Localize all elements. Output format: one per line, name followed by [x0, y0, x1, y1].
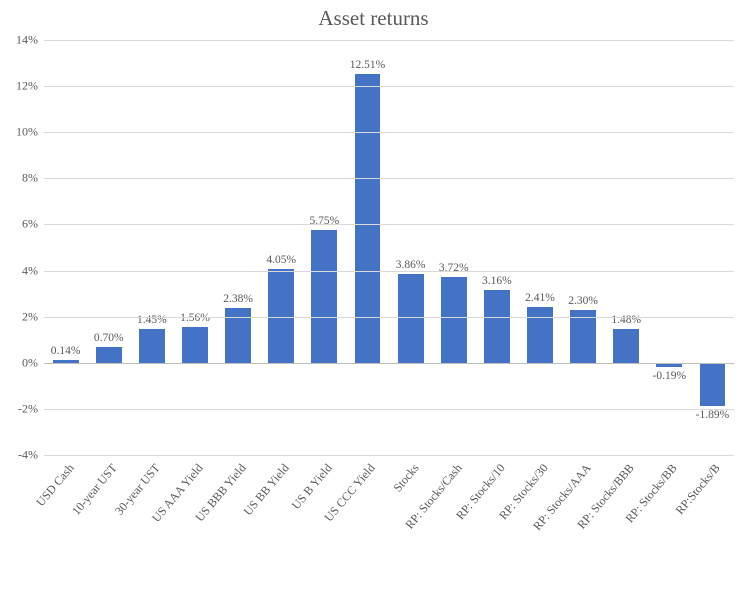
- y-tick-label: -4%: [18, 448, 38, 463]
- plot-area: 0.14%USD Cash0.70%10-year UST1.45%30-yea…: [44, 40, 734, 455]
- value-label: 2.30%: [568, 295, 598, 307]
- bar: [570, 310, 596, 363]
- value-label: 1.48%: [611, 314, 641, 326]
- y-tick-label: 12%: [16, 79, 38, 94]
- bar-slot: 1.45%30-year UST: [130, 40, 173, 455]
- bar: [441, 277, 467, 363]
- value-label: 4.05%: [266, 254, 296, 266]
- bar: [700, 363, 726, 407]
- y-tick-label: 2%: [22, 309, 38, 324]
- bar: [613, 329, 639, 363]
- bar-slot: 0.70%10-year UST: [87, 40, 130, 455]
- gridline: [44, 224, 734, 225]
- value-label: 3.72%: [439, 262, 469, 274]
- bar: [311, 230, 337, 363]
- bar-slot: 12.51%US CCC Yield: [346, 40, 389, 455]
- value-label: 0.70%: [94, 332, 124, 344]
- value-label: -1.89%: [696, 409, 730, 421]
- gridline: [44, 317, 734, 318]
- gridline: [44, 271, 734, 272]
- bar-slot: 3.86%Stocks: [389, 40, 432, 455]
- bar-slot: 0.14%USD Cash: [44, 40, 87, 455]
- y-tick-label: 0%: [22, 355, 38, 370]
- bar: [355, 74, 381, 362]
- gridline: [44, 409, 734, 410]
- gridline: [44, 455, 734, 456]
- y-tick-label: 4%: [22, 263, 38, 278]
- gridline: [44, 132, 734, 133]
- bar-slot: 3.72%RP: Stocks/Cash: [432, 40, 475, 455]
- bar: [182, 327, 208, 363]
- bar-slot: 1.48%RP: Stocks/BBB: [605, 40, 648, 455]
- y-tick-label: 6%: [22, 217, 38, 232]
- bar-slot: 4.05%US BB Yield: [260, 40, 303, 455]
- y-tick-label: 8%: [22, 171, 38, 186]
- value-label: -0.19%: [653, 370, 687, 382]
- bar: [139, 329, 165, 362]
- bar: [96, 347, 122, 363]
- bar-slot: 5.75%US B Yield: [303, 40, 346, 455]
- y-tick-label: 14%: [16, 33, 38, 48]
- zero-line: [44, 363, 734, 364]
- asset-returns-chart: Asset returns 0.14%USD Cash0.70%10-year …: [0, 0, 747, 600]
- value-label: 12.51%: [350, 59, 385, 71]
- bar-slot: 1.56%US AAA Yield: [173, 40, 216, 455]
- value-label: 2.41%: [525, 292, 555, 304]
- bar: [398, 274, 424, 363]
- bar-slot: 2.41%RP: Stocks/30: [518, 40, 561, 455]
- value-label: 1.56%: [180, 312, 210, 324]
- bar-slot: 2.38%US BBB Yield: [217, 40, 260, 455]
- value-label: 3.86%: [396, 259, 426, 271]
- bar-slot: 2.30%RP: Stocks/AAA: [562, 40, 605, 455]
- gridline: [44, 40, 734, 41]
- bar-slot: -1.89%RP:Stocks/B: [691, 40, 734, 455]
- bars-container: 0.14%USD Cash0.70%10-year UST1.45%30-yea…: [44, 40, 734, 455]
- chart-title: Asset returns: [0, 6, 747, 31]
- gridline: [44, 178, 734, 179]
- x-label: USD Cash: [33, 461, 77, 510]
- bar-slot: -0.19%RP: Stocks/BB: [648, 40, 691, 455]
- value-label: 3.16%: [482, 275, 512, 287]
- bar-slot: 3.16%RP: Stocks/10: [475, 40, 518, 455]
- y-tick-label: -2%: [18, 401, 38, 416]
- value-label: 2.38%: [223, 293, 253, 305]
- x-label: RP:Stocks/B: [673, 461, 724, 518]
- gridline: [44, 86, 734, 87]
- bar: [484, 290, 510, 363]
- value-label: 0.14%: [51, 345, 81, 357]
- bar: [527, 307, 553, 363]
- x-label: Stocks: [390, 461, 422, 495]
- y-tick-label: 10%: [16, 125, 38, 140]
